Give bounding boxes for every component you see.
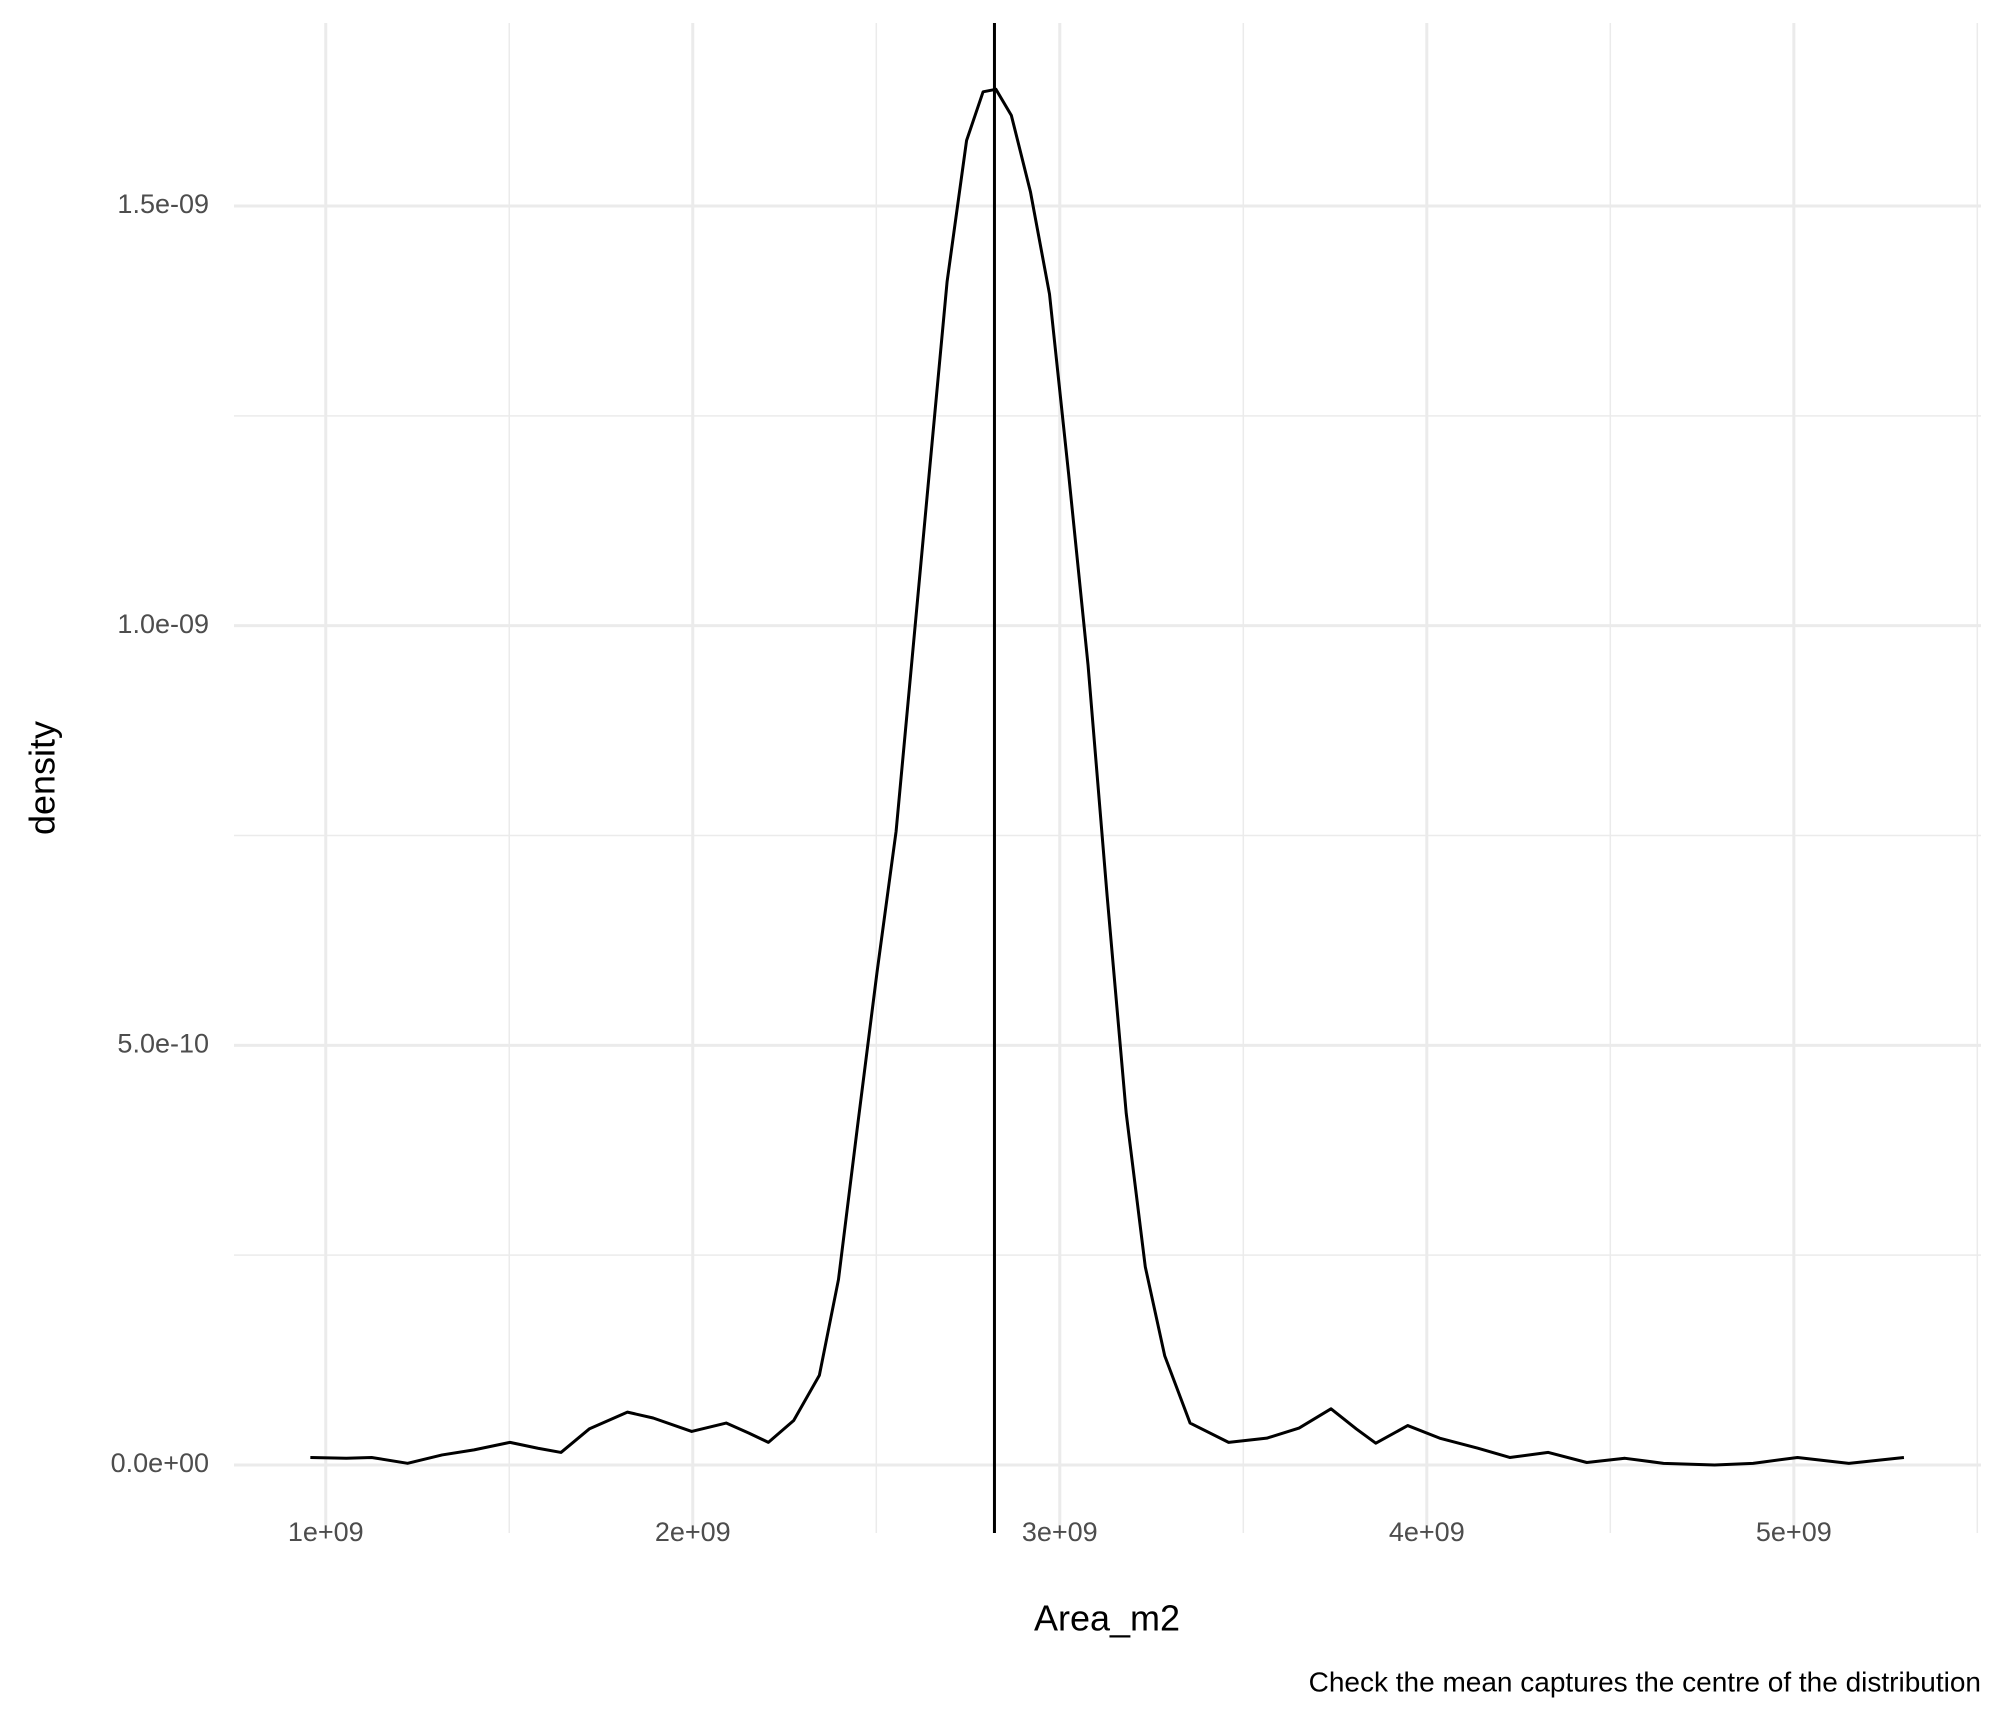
y-tick-label: 1.5e-09 xyxy=(117,189,209,219)
density-line xyxy=(310,87,1905,1467)
x-tick-label: 5e+09 xyxy=(1756,1517,1832,1547)
y-tick-label: 5.0e-10 xyxy=(117,1028,209,1058)
y-axis-title: density xyxy=(22,721,63,835)
y-tick-label: 0.0e+00 xyxy=(111,1448,209,1478)
x-axis-title: Area_m2 xyxy=(1034,1598,1180,1639)
x-tick-label: 4e+09 xyxy=(1389,1517,1465,1547)
x-tick-label: 3e+09 xyxy=(1022,1517,1098,1547)
y-tick-label: 1.0e-09 xyxy=(117,609,209,639)
x-tick-label: 1e+09 xyxy=(288,1517,364,1547)
x-tick-label: 2e+09 xyxy=(655,1517,731,1547)
caption: Check the mean captures the centre of th… xyxy=(1309,1666,1981,1697)
